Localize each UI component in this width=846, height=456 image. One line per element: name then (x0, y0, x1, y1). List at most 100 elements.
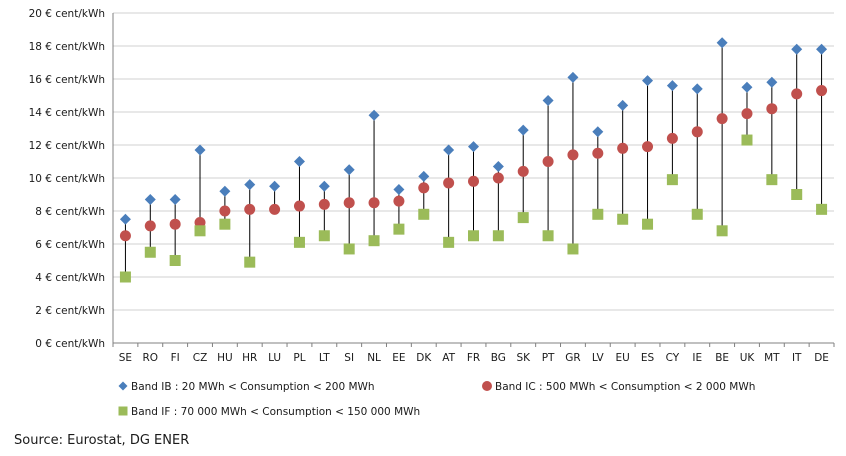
band-ib-point (468, 141, 479, 153)
band-if-point (567, 243, 579, 255)
band-ic-point (741, 108, 753, 120)
legend-marker (482, 381, 492, 391)
band-ic-point (642, 141, 654, 153)
band-ib-point (194, 144, 206, 156)
x-tick-label: DE (814, 352, 829, 364)
band-ic-point (244, 203, 256, 215)
y-tick-label: 0 € cent/kWh (35, 338, 105, 350)
y-axis-tick-labels: 0 € cent/kWh 2 € cent/kWh 4 € cent/kWh 6 € … (29, 8, 105, 350)
band-if-point (244, 256, 256, 268)
band-ic-point (816, 85, 828, 97)
band-ic-point (791, 88, 803, 100)
band-ic-point (666, 132, 678, 144)
band-ic-point (691, 126, 703, 138)
band-ib-point (144, 193, 156, 205)
band-if-point (716, 225, 728, 237)
y-tick-label: 20 € cent/kWh (29, 8, 105, 20)
band-ib-point (244, 179, 256, 191)
band-ic-point (468, 175, 479, 187)
legend-marker (118, 406, 128, 416)
legend-label: Band IB : 20 MWh < Consumption < 200 MWh (131, 381, 375, 393)
band-ic-point (617, 142, 629, 154)
source-note: Source: Eurostat, DG ENER (14, 433, 190, 448)
legend: Band IB : 20 MWh < Consumption < 200 MWh… (118, 381, 755, 418)
band-ib-point (592, 126, 604, 138)
x-tick-label: AT (442, 352, 455, 364)
x-tick-label: CY (666, 352, 680, 364)
x-tick-label: CZ (193, 352, 208, 364)
band-if-point (517, 212, 529, 224)
y-tick-label: 6 € cent/kWh (35, 239, 105, 251)
band-ib-point (219, 185, 231, 197)
x-tick-label: ES (641, 352, 655, 364)
x-tick-label: NL (367, 352, 381, 364)
band-if-point (691, 208, 703, 220)
x-tick-label: LT (319, 352, 330, 364)
y-tick-label: 8 € cent/kWh (35, 206, 105, 218)
x-tick-label: IT (792, 352, 802, 364)
band-if-point (791, 189, 803, 200)
x-tick-label: LU (268, 352, 281, 364)
band-ic-point (169, 218, 181, 230)
band-if-point (617, 213, 629, 225)
band-if-point (468, 230, 479, 242)
band-if-point (766, 174, 778, 186)
band-ib-point (368, 109, 380, 121)
band-ib-point (741, 81, 753, 93)
band-ib-point (318, 180, 330, 192)
x-tick-label: SI (344, 352, 354, 364)
band-ic-point (517, 165, 529, 177)
band-ic-point (119, 230, 131, 242)
x-tick-label: IE (692, 352, 702, 364)
data-points (119, 37, 828, 283)
x-tick-label: FI (171, 352, 180, 364)
band-ib-point (443, 144, 455, 156)
band-if-point (293, 236, 305, 248)
band-if-point (741, 134, 753, 146)
y-tick-label: 12 € cent/kWh (29, 140, 105, 152)
band-ib-point (567, 71, 579, 83)
y-tick-label: 4 € cent/kWh (35, 272, 105, 284)
band-ic-point (293, 200, 305, 212)
band-ib-point (492, 160, 504, 172)
legend-label: Band IC : 500 MWh < Consumption < 2 000 … (495, 381, 755, 393)
band-if-point (816, 203, 828, 215)
band-if-point (393, 223, 405, 235)
legend-band-if: Band IF : 70 000 MWh < Consumption < 150… (118, 406, 420, 418)
band-if-point (318, 230, 330, 242)
band-ic-point (592, 147, 604, 159)
band-ib-point (666, 80, 678, 92)
x-tick-label: HR (242, 352, 257, 364)
x-tick-label: HU (217, 352, 233, 364)
band-if-point (418, 208, 430, 220)
band-if-point (666, 174, 678, 186)
band-ic-point (443, 177, 455, 189)
x-tick-label: BE (715, 352, 729, 364)
band-ib-point (343, 164, 355, 176)
band-if-point (194, 225, 206, 237)
band-ic-point (492, 172, 504, 184)
x-tick-label: PT (542, 352, 555, 364)
band-ic-point (219, 205, 231, 217)
y-tick-label: 10 € cent/kWh (29, 173, 105, 185)
band-ic-point (567, 149, 579, 161)
y-tick-label: 14 € cent/kWh (29, 107, 105, 119)
legend-label: Band IF : 70 000 MWh < Consumption < 150… (131, 406, 420, 418)
band-ic-point (542, 156, 554, 167)
band-ib-point (293, 156, 305, 167)
range-lines (124, 42, 823, 277)
x-axis-tick-labels: SE RO FI CZ HU HR LU PL LT SI NL EE DK AT FR BG SK PT GR LV… (119, 352, 829, 364)
y-tick-label: 18 € cent/kWh (29, 41, 105, 53)
band-ib-point (816, 43, 828, 55)
band-if-point (169, 255, 181, 266)
x-tick-label: UK (740, 352, 756, 364)
band-ib-point (642, 75, 654, 87)
band-ic-point (269, 203, 281, 215)
x-tick-label: LV (592, 352, 605, 364)
band-ib-point (269, 180, 281, 192)
legend-band-ib: Band IB : 20 MWh < Consumption < 200 MWh (118, 381, 375, 393)
band-if-point (542, 230, 554, 242)
band-if-point (592, 208, 604, 220)
band-ic-point (144, 220, 156, 232)
